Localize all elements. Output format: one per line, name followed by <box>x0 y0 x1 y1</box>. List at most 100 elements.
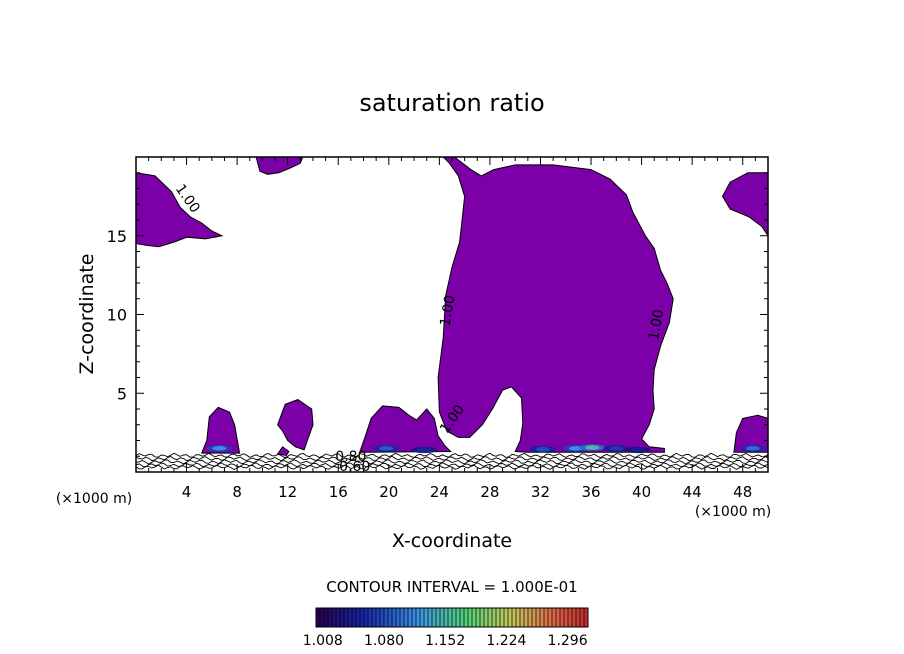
colorbar-swatch <box>424 608 429 627</box>
colorbar-swatch <box>572 608 577 627</box>
colorbar-swatch <box>472 608 477 627</box>
colorbar-swatch <box>324 608 329 627</box>
colorbar-swatch <box>436 608 441 627</box>
contour-interval-text: CONTOUR INTERVAL = 1.000E-01 <box>326 578 577 596</box>
colorbar-swatch <box>504 608 509 627</box>
hot-spot-core <box>609 446 624 451</box>
y-tick-label: 10 <box>107 306 127 325</box>
colorbar-swatch <box>364 608 369 627</box>
x-tick-label: 40 <box>632 483 651 501</box>
colorbar-swatch <box>444 608 449 627</box>
colorbar-swatch <box>508 608 513 627</box>
colorbar-swatch <box>528 608 533 627</box>
colorbar-swatch <box>368 608 373 627</box>
colorbar-swatch <box>408 608 413 627</box>
x-axis: 4 8 12 16 20 24 28 32 36 40 44 48 <box>148 157 756 501</box>
colorbar-swatch <box>356 608 361 627</box>
colorbar-swatch <box>464 608 469 627</box>
colorbar-labels: 1.008 1.080 1.152 1.224 1.296 <box>303 633 588 649</box>
colorbar-swatch <box>388 608 393 627</box>
region-right-edge-upper <box>721 172 769 238</box>
colorbar-swatch <box>348 608 353 627</box>
hot-spot-core <box>745 446 760 451</box>
x-tick-label: 24 <box>430 483 449 501</box>
colorbar-swatch <box>564 608 569 627</box>
region-small-blob <box>276 446 290 457</box>
region-top-cap <box>255 156 304 175</box>
colorbar-swatch <box>316 608 321 627</box>
colorbar-swatch <box>584 608 589 627</box>
colorbar-swatch <box>576 608 581 627</box>
colorbar-swatch <box>552 608 557 627</box>
colorbar-swatch <box>372 608 377 627</box>
colorbar-swatch <box>352 608 357 627</box>
x-tick-label: 8 <box>232 483 242 501</box>
x-units-right: (×1000 m) <box>695 504 771 520</box>
x-tick-label: 32 <box>531 483 550 501</box>
colorbar-frame <box>315 607 589 628</box>
plot-area: 1.001.00 1.001.000.800.60 <box>135 156 769 475</box>
colorbar-swatch <box>516 608 521 627</box>
colorbar-tick-label: 1.152 <box>425 633 465 649</box>
colorbar-swatch <box>536 608 541 627</box>
colorbar-swatch <box>496 608 501 627</box>
colorbar-swatch <box>524 608 529 627</box>
colorbar-swatch <box>488 608 493 627</box>
colorbar-tick-label: 1.296 <box>548 633 588 649</box>
colorbar-swatch <box>332 608 337 627</box>
hot-spot-core <box>212 446 227 451</box>
y-tick-label: 15 <box>107 227 127 246</box>
hot-spot-core <box>379 446 394 451</box>
colorbar-swatch <box>544 608 549 627</box>
surface-contour-line <box>135 455 769 462</box>
colorbar-swatch <box>376 608 381 627</box>
colorbar-swatch <box>416 608 421 627</box>
contour-label: 0.60 <box>339 459 370 475</box>
colorbar-swatch <box>540 608 545 627</box>
surface-contour-line <box>135 459 769 465</box>
colorbar-swatch <box>492 608 497 627</box>
colorbar-swatch <box>360 608 365 627</box>
hot-spot-core <box>585 445 600 450</box>
colorbar-swatch <box>512 608 517 627</box>
hot-spot-core <box>417 447 432 453</box>
colorbar-swatch <box>532 608 537 627</box>
colorbar-swatch <box>484 608 489 627</box>
surface-contour-line <box>135 452 769 459</box>
colorbar-swatch <box>428 608 433 627</box>
surface-contour-line <box>135 462 769 468</box>
colorbar-swatch <box>456 608 461 627</box>
colorbar-tick-label: 1.008 <box>303 633 343 649</box>
y-axis-label: Z-coordinate <box>76 254 98 375</box>
colorbar-swatch <box>448 608 453 627</box>
colorbar-swatch <box>340 608 345 627</box>
colorbar <box>315 607 589 628</box>
x-tick-label: 12 <box>278 483 297 501</box>
colorbar-swatch <box>452 608 457 627</box>
x-units-left: (×1000 m) <box>56 491 132 507</box>
hot-spot-core <box>630 447 645 453</box>
colorbar-swatch <box>580 608 585 627</box>
colorbar-swatch <box>520 608 525 627</box>
x-tick-label: 4 <box>182 483 192 501</box>
y-axis: 5 10 15 <box>107 172 768 457</box>
supersaturated-regions <box>135 156 769 457</box>
region-center-left-mound <box>358 405 452 453</box>
colorbar-swatch <box>476 608 481 627</box>
surface-contour-line <box>135 464 769 471</box>
colorbar-swatch <box>560 608 565 627</box>
colorbar-tick-label: 1.224 <box>486 633 526 649</box>
colorbar-swatch <box>568 608 573 627</box>
contour-label: 1.00 <box>437 294 458 327</box>
colorbar-swatch <box>468 608 473 627</box>
colorbar-swatch <box>380 608 385 627</box>
colorbar-swatch <box>404 608 409 627</box>
region-upper-left <box>135 172 224 248</box>
contour-label: 1.00 <box>646 308 667 341</box>
colorbar-tick-label: 1.080 <box>364 633 404 649</box>
colorbar-swatch <box>320 608 325 627</box>
surface-contours <box>135 452 769 471</box>
x-tick-label: 36 <box>581 483 600 501</box>
colorbar-swatch <box>432 608 437 627</box>
